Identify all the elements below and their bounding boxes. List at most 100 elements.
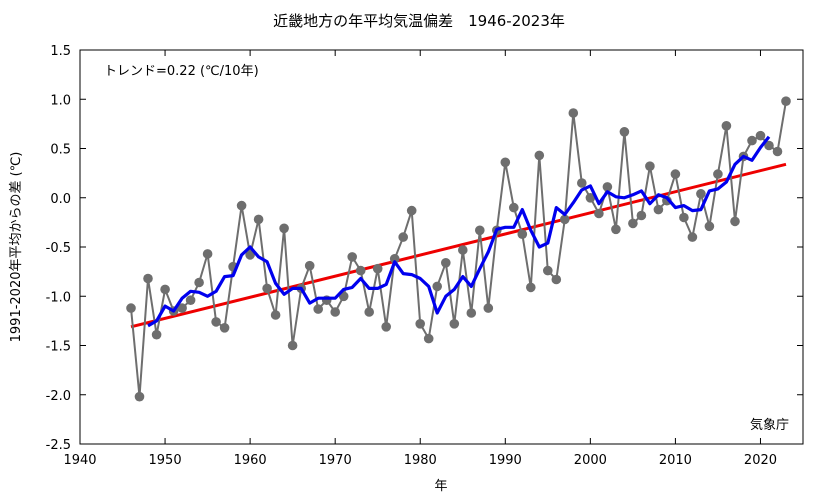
annual-anomaly-point (747, 135, 757, 146)
x-tick-label: 1960 (234, 453, 267, 468)
annual-anomaly-point (423, 333, 434, 344)
annual-anomaly-point (687, 232, 698, 242)
annual-anomaly-point (219, 323, 230, 333)
annual-anomaly-point (679, 212, 689, 223)
annual-anomaly-point (253, 214, 264, 225)
trend-line-path (130, 162, 787, 329)
x-axis-label: 年 (434, 479, 447, 494)
annual-anomaly-point (730, 216, 740, 227)
annual-anomaly-point (466, 308, 477, 318)
annual-anomaly-point (611, 224, 621, 235)
annual-anomaly-point (381, 322, 392, 332)
y-axis-label: 1991-2020年平均からの差 (℃) (9, 152, 24, 343)
x-tick-label: 1940 (63, 453, 96, 468)
annual-anomaly-point (372, 263, 383, 274)
y-axis: -2.5 -2.0 -1.5 -1.0 -0.5 0.0 0.5 1.0 1.5 (46, 44, 803, 453)
annual-anomaly-point (636, 210, 647, 221)
annual-anomaly-point (602, 182, 613, 192)
annual-anomaly-point (560, 214, 570, 225)
annual-anomaly-point (389, 253, 400, 264)
x-tick-label: 1950 (149, 453, 182, 468)
annual-anomaly-point (543, 265, 553, 276)
x-tick-label: 1970 (319, 453, 352, 468)
chart-title: 近畿地方の年平均気温偏差 1946-2023年 (273, 12, 565, 30)
x-tick-label: 2010 (659, 453, 692, 468)
annual-anomaly-point (713, 169, 723, 179)
annual-anomaly-point (432, 281, 443, 292)
annual-anomaly-point (500, 157, 511, 168)
annual-anomaly-point (551, 274, 562, 285)
annual-anomaly-point (577, 178, 587, 188)
annual-anomaly-point (245, 250, 255, 260)
annual-anomaly-point (526, 282, 536, 293)
annual-anomaly-point (270, 310, 281, 320)
x-tick-label: 2020 (744, 453, 777, 468)
annual-anomaly-point (143, 273, 153, 284)
y-tick-label: 1.5 (50, 44, 71, 59)
annual-anomaly-point (534, 150, 545, 161)
five-year-moving-average-series (147, 135, 771, 328)
moving-average-line (147, 135, 771, 328)
x-tick-label: 1990 (489, 453, 522, 468)
y-tick-label: -2.0 (46, 389, 71, 404)
annual-anomaly-point (704, 221, 715, 232)
annual-anomaly-point (441, 258, 451, 268)
plot-frame (79, 49, 804, 445)
y-tick-label: 1.0 (50, 93, 71, 108)
x-axis: 1940 1950 1960 1970 1980 1990 2000 2010 2020 (63, 50, 777, 468)
trend-label: トレンド=0.22 (℃/10年) (104, 64, 259, 79)
source-label: 気象庁 (750, 417, 789, 433)
annual-anomaly-line (130, 101, 787, 397)
annual-anomaly-point (347, 252, 358, 262)
annual-anomaly-point (126, 303, 136, 313)
annual-anomaly-point (475, 225, 485, 236)
annual-anomaly-point (151, 329, 162, 340)
trend-line (130, 162, 787, 329)
annual-anomaly-point (696, 189, 706, 199)
annual-anomaly-point (483, 303, 494, 313)
y-tick-label: -1.5 (46, 340, 71, 355)
annual-anomaly-point (236, 200, 247, 211)
annual-anomaly-point (721, 121, 732, 131)
annual-anomaly-point (628, 218, 638, 229)
annual-anomaly-point (585, 193, 596, 203)
annual-anomaly-point (355, 265, 366, 276)
y-tick-label: -0.5 (46, 241, 71, 256)
annual-anomaly-point (177, 303, 187, 313)
annual-anomaly-point (645, 161, 655, 171)
annual-anomaly-point (781, 96, 791, 106)
annual-anomaly-point (134, 391, 145, 402)
annual-anomaly-point (619, 127, 630, 137)
annual-anomaly-point (653, 204, 664, 215)
annual-anomaly-point (398, 232, 409, 242)
annual-anomaly-point (279, 223, 289, 234)
annual-anomaly-point (160, 284, 170, 295)
annual-anomaly-point (415, 319, 426, 329)
annual-anomaly-point (458, 245, 468, 255)
y-tick-label: -1.0 (46, 290, 71, 305)
annual-anomaly-point (509, 202, 519, 213)
annual-anomaly-point (406, 205, 417, 216)
annual-anomaly-point (330, 307, 341, 317)
annual-anomaly-point (449, 319, 460, 329)
x-tick-label: 1980 (404, 453, 437, 468)
annual-anomaly-point (304, 260, 315, 271)
annual-anomaly-point (517, 229, 528, 239)
annual-anomaly-point (194, 277, 204, 288)
annual-anomaly-point (364, 307, 375, 317)
annual-anomaly-point (755, 130, 766, 141)
y-tick-label: -2.5 (46, 438, 71, 453)
annual-anomaly-point (202, 249, 213, 259)
annual-anomaly-point (670, 169, 681, 179)
annual-anomaly-point (211, 317, 221, 327)
annual-anomaly-series (126, 96, 791, 402)
y-tick-label: 0.0 (50, 192, 71, 207)
annual-anomaly-point (772, 146, 783, 157)
annual-anomaly-point (185, 295, 196, 306)
y-tick-label: 0.5 (50, 143, 71, 158)
annual-anomaly-point (764, 140, 774, 151)
annual-anomaly-point (262, 283, 272, 294)
annual-anomaly-point (568, 108, 579, 118)
annual-anomaly-point (313, 304, 324, 314)
